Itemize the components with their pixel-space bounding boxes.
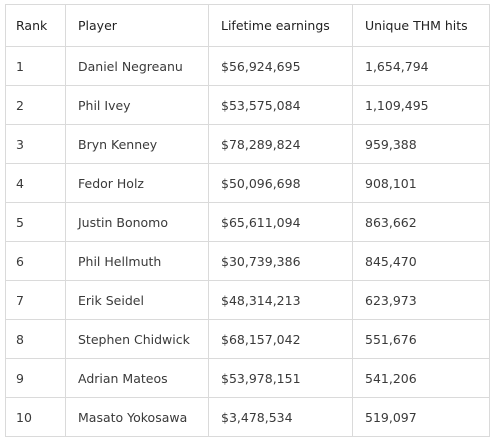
cell-rank: 2 [5,85,66,125]
header-unique-thm-hits: Unique THM hits [352,4,490,47]
cell-lifetime-earnings: $53,575,084 [208,85,353,125]
table-row: 10 Masato Yokosawa $3,478,534 519,097 [5,397,490,437]
cell-rank: 10 [5,397,66,437]
cell-player: Bryn Kenney [65,124,209,164]
cell-rank: 5 [5,202,66,242]
cell-lifetime-earnings: $65,611,094 [208,202,353,242]
rankings-table: Rank Player Lifetime earnings Unique THM… [5,4,490,437]
table-container: Rank Player Lifetime earnings Unique THM… [5,4,490,437]
cell-lifetime-earnings: $78,289,824 [208,124,353,164]
cell-lifetime-earnings: $48,314,213 [208,280,353,320]
cell-player: Justin Bonomo [65,202,209,242]
header-player: Player [65,4,209,47]
header-rank: Rank [5,4,66,47]
table-row: 8 Stephen Chidwick $68,157,042 551,676 [5,319,490,359]
table-row: 4 Fedor Holz $50,096,698 908,101 [5,163,490,203]
cell-lifetime-earnings: $53,978,151 [208,358,353,398]
cell-rank: 9 [5,358,66,398]
cell-player: Fedor Holz [65,163,209,203]
cell-rank: 3 [5,124,66,164]
cell-rank: 8 [5,319,66,359]
cell-unique-thm-hits: 863,662 [352,202,490,242]
table-row: 6 Phil Hellmuth $30,739,386 845,470 [5,241,490,281]
cell-unique-thm-hits: 908,101 [352,163,490,203]
cell-rank: 7 [5,280,66,320]
cell-lifetime-earnings: $56,924,695 [208,46,353,86]
table-row: 7 Erik Seidel $48,314,213 623,973 [5,280,490,320]
cell-player: Phil Ivey [65,85,209,125]
table-row: 2 Phil Ivey $53,575,084 1,109,495 [5,85,490,125]
cell-player: Stephen Chidwick [65,319,209,359]
cell-rank: 1 [5,46,66,86]
cell-unique-thm-hits: 1,654,794 [352,46,490,86]
cell-lifetime-earnings: $68,157,042 [208,319,353,359]
table-row: 9 Adrian Mateos $53,978,151 541,206 [5,358,490,398]
cell-lifetime-earnings: $50,096,698 [208,163,353,203]
cell-player: Masato Yokosawa [65,397,209,437]
cell-unique-thm-hits: 551,676 [352,319,490,359]
cell-unique-thm-hits: 959,388 [352,124,490,164]
table-row: 3 Bryn Kenney $78,289,824 959,388 [5,124,490,164]
table-row: 1 Daniel Negreanu $56,924,695 1,654,794 [5,46,490,86]
table-header-row: Rank Player Lifetime earnings Unique THM… [5,4,490,47]
cell-lifetime-earnings: $3,478,534 [208,397,353,437]
cell-player: Phil Hellmuth [65,241,209,281]
cell-rank: 6 [5,241,66,281]
table-row: 5 Justin Bonomo $65,611,094 863,662 [5,202,490,242]
cell-player: Erik Seidel [65,280,209,320]
cell-unique-thm-hits: 541,206 [352,358,490,398]
cell-unique-thm-hits: 845,470 [352,241,490,281]
cell-lifetime-earnings: $30,739,386 [208,241,353,281]
cell-player: Adrian Mateos [65,358,209,398]
header-lifetime-earnings: Lifetime earnings [208,4,353,47]
cell-unique-thm-hits: 623,973 [352,280,490,320]
cell-unique-thm-hits: 519,097 [352,397,490,437]
cell-player: Daniel Negreanu [65,46,209,86]
cell-unique-thm-hits: 1,109,495 [352,85,490,125]
cell-rank: 4 [5,163,66,203]
